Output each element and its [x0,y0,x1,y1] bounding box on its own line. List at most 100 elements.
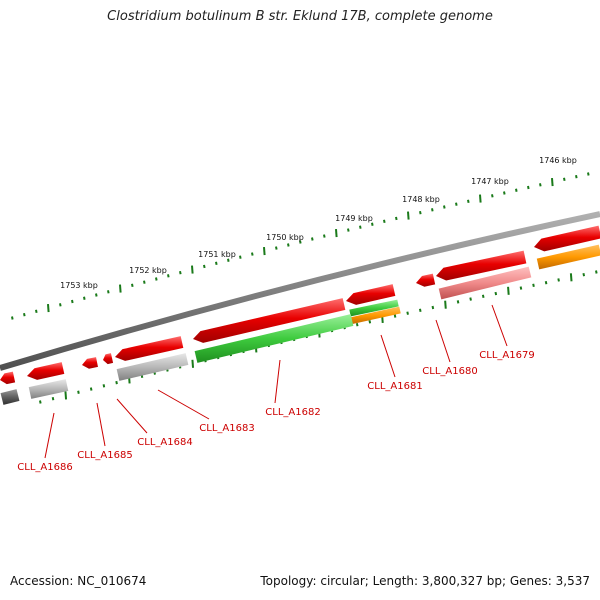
inner-ruler-tick [544,280,548,285]
topology-text: Topology: circular; Length: 3,800,327 bp… [260,574,590,588]
gene-arrow [436,250,527,281]
ruler-minor-tick [587,172,590,176]
ruler-minor-tick [179,270,182,275]
ruler-minor-tick [287,243,290,247]
inner-ruler-tick [582,272,586,277]
ruler-minor-tick [251,252,254,256]
ruler-tick-label: 1748 kbp [402,195,440,204]
gene-label: CLL_A1682 [265,407,320,418]
inner-ruler-tick [115,380,118,385]
gene-label-leader [491,304,508,347]
inner-ruler-tick [64,391,68,400]
inner-ruler-tick [393,314,397,318]
ruler-minor-tick [83,296,86,300]
ruler-minor-tick [395,216,398,221]
inner-ruler-tick [39,400,42,404]
cds-bar-darkgray [0,389,20,405]
gene-arrow [115,336,184,361]
kbp-ruler [11,172,598,404]
ruler-major-tick [479,194,482,203]
gene-label-leader [116,398,148,434]
ruler-minor-tick [383,219,386,224]
ruler-minor-tick [527,185,530,190]
gene-label-leader [44,412,55,459]
inner-ruler-tick [557,278,560,282]
ruler-major-tick [407,211,410,220]
ruler-major-tick [551,177,554,187]
inner-ruler-tick [51,397,55,401]
ruler-minor-tick [503,191,506,195]
inner-ruler-tick [89,387,93,391]
inner-ruler-tick [368,320,372,324]
ruler-minor-tick [323,234,326,238]
gene-arrow [82,357,98,369]
map-title: Clostridium botulinum B str. Eklund 17B,… [107,9,493,24]
ruler-minor-tick [239,255,242,259]
gene-label: CLL_A1684 [137,437,192,448]
ruler-minor-tick [95,293,98,297]
ruler-minor-tick [35,309,38,314]
gene-arrow [27,362,65,380]
ruler-minor-tick [215,261,218,266]
inner-ruler-tick [355,323,359,327]
inner-ruler-tick [418,308,422,313]
ruler-minor-tick [203,264,206,269]
ruler-major-tick [47,303,50,313]
gene-label-leader [274,359,281,404]
gene-label: CLL_A1680 [422,366,477,377]
ruler-major-tick [263,246,266,256]
inner-ruler-tick [469,297,472,301]
feature-track [0,225,600,405]
ruler-minor-tick [227,258,230,262]
ruler-tick-label: 1750 kbp [266,233,304,242]
ruler-minor-tick [359,225,362,229]
inner-ruler-tick [519,286,523,290]
ruler-minor-tick [443,205,446,209]
ruler-minor-tick [71,299,74,304]
ruler-minor-tick [143,280,146,284]
inner-ruler-tick [444,300,447,309]
inner-ruler-tick [481,294,485,299]
gene-arrow [103,353,114,365]
ruler-minor-tick [275,246,278,250]
inner-ruler-tick [431,305,435,310]
ruler-minor-tick [419,210,422,215]
ruler-minor-tick [563,177,566,182]
ruler-minor-tick [539,183,542,187]
gene-label: CLL_A1679 [479,350,534,361]
gene-label: CLL_A1681 [367,381,422,392]
inner-ruler-tick [77,390,80,394]
ruler-tick-label: 1753 kbp [60,281,98,290]
ruler-tick-label: 1751 kbp [198,250,236,259]
accession-text: Accession: NC_010674 [10,574,147,588]
ruler-minor-tick [311,237,314,241]
ruler-minor-tick [347,228,350,232]
gene-label: CLL_A1683 [199,423,254,434]
ruler-minor-tick [515,188,518,192]
ruler-minor-tick [491,194,494,198]
ruler-major-tick [335,228,338,238]
gene-arrow [193,298,346,343]
inner-ruler-tick [456,300,460,304]
inner-ruler-tick [191,359,195,368]
ruler-major-tick [119,284,122,293]
inner-ruler-tick [569,273,573,282]
inner-ruler-tick [494,291,498,296]
ruler-tick-label: 1752 kbp [129,266,167,275]
inner-ruler-tick [507,286,510,295]
cds-bar-green [349,299,399,317]
cds-bar-gray [116,353,189,381]
inner-ruler-tick [406,311,409,315]
gene-label-leader [157,389,210,420]
cds-bar-gray [28,379,69,399]
ruler-minor-tick [455,202,458,206]
cds-bar-green [194,314,354,363]
ruler-tick-label: 1749 kbp [335,214,373,223]
ruler-minor-tick [131,283,134,288]
ruler-minor-tick [575,174,578,179]
inner-ruler-tick [595,270,598,274]
gene-arrow [0,371,16,385]
ruler-minor-tick [59,303,62,307]
ruler-minor-tick [107,290,110,294]
